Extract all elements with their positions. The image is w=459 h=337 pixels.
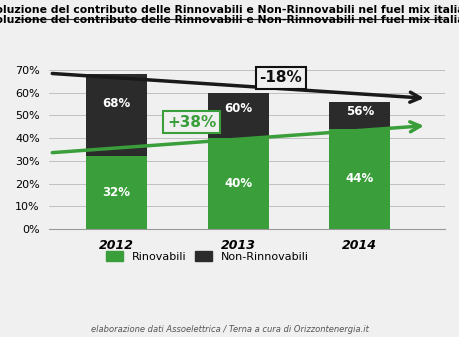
Text: 40%: 40% — [224, 177, 252, 190]
Text: elaborazione dati Assoelettrica / Terna a cura di Orizzontenergia.it: elaborazione dati Assoelettrica / Terna … — [91, 325, 368, 334]
Text: Evoluzione del contributo delle Rinnovabili e Non-Rinnovabili nel fuel mix itali: Evoluzione del contributo delle Rinnovab… — [0, 5, 459, 15]
Text: 68%: 68% — [102, 97, 130, 110]
Text: 44%: 44% — [345, 173, 373, 185]
Text: Evoluzione del contributo delle Rinnovabili e Non-Rinnovabili nel fuel mix itali: Evoluzione del contributo delle Rinnovab… — [0, 15, 459, 25]
Bar — [86, 156, 146, 229]
Text: -18%: -18% — [259, 70, 302, 85]
Text: +38%: +38% — [167, 115, 216, 130]
Text: 60%: 60% — [224, 102, 252, 115]
Text: 56%: 56% — [345, 105, 373, 118]
Text: 32%: 32% — [102, 186, 130, 199]
Bar — [207, 93, 268, 138]
Bar — [207, 138, 268, 229]
Bar — [329, 129, 389, 229]
Bar — [329, 102, 389, 129]
Legend: Rinovabili, Non-Rinnovabili: Rinovabili, Non-Rinnovabili — [102, 246, 313, 266]
Bar — [86, 74, 146, 156]
